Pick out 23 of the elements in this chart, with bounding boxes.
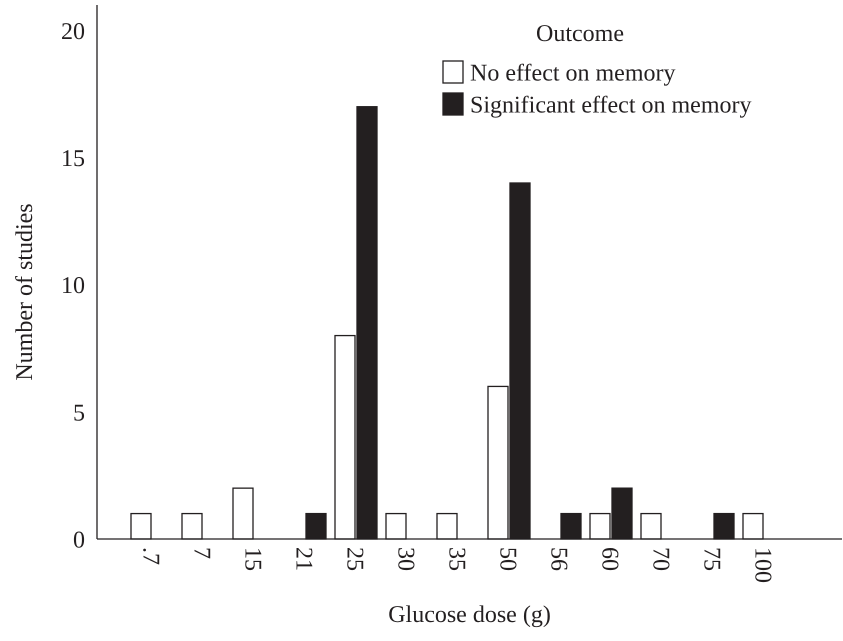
y-tick-label: 5 [73,400,85,426]
y-tick-label: 0 [73,527,85,554]
legend-label: No effect on memory [470,60,676,86]
x-axis-title: Glucose dose (g) [388,602,551,628]
x-tick-label: 100 [750,547,776,583]
x-tick-label: 75 [698,547,725,571]
legend-label: Significant effect on memory [470,92,752,118]
x-tick-label: 50 [494,547,521,571]
x-tick-label: 7 [188,547,215,559]
x-tick-label: 15 [240,547,266,571]
x-tick-label: 60 [596,547,623,571]
y-tick-label: 15 [61,146,85,172]
x-tick-label: 25 [342,547,368,571]
legend-title: Outcome [536,21,624,47]
x-tick-label: 30 [392,547,419,571]
y-tick-label: 10 [61,273,85,300]
x-tick-label: .7 [138,547,164,565]
y-tick-label: 20 [61,18,85,45]
y-axis-title: Number of studies [12,203,38,381]
x-tick-label: 70 [648,547,674,571]
x-tick-label: 56 [546,547,572,571]
x-tick-label: 35 [444,547,470,571]
x-tick-label: 21 [290,547,317,571]
